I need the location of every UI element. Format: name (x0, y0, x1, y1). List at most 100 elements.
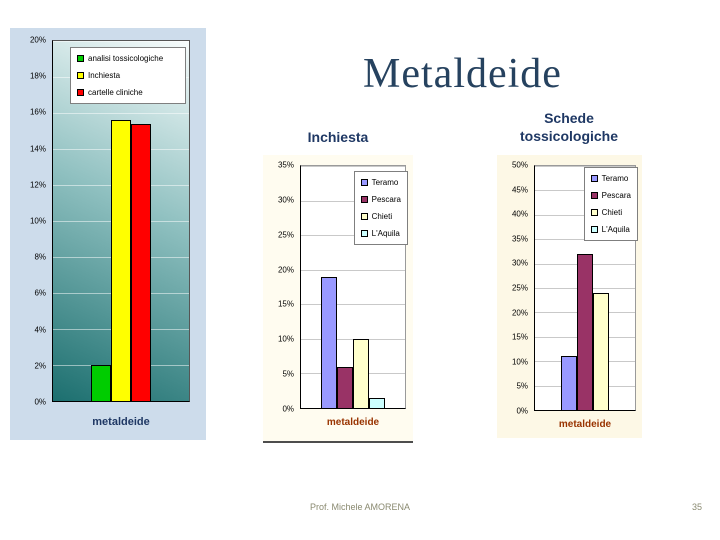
legend-entry-cartelle-cliniche: cartelle cliniche (77, 88, 179, 97)
legend-entry-inchiesta: Inchiesta (77, 71, 179, 80)
legend-swatch (590, 209, 598, 216)
chart-schede-tossicologiche: 50% 45% 40% 35% 30% 25% 20% 15% 10% 5% 0% Teramo Pe… (497, 155, 642, 438)
y-tick-label: 18% (29, 71, 46, 81)
y-tick-label: 6% (34, 288, 46, 298)
chart-title-inchiesta: Inchiesta (307, 129, 369, 145)
bar-pescara (337, 366, 353, 408)
y-tick-label: 20% (29, 35, 46, 45)
legend-swatch (360, 213, 368, 220)
y-tick-label: 15% (511, 332, 528, 342)
y-tick-label: 15% (277, 299, 294, 309)
legend-swatch (77, 72, 84, 79)
y-axis: 20% 18% 16% 14% 12% 10% 8% 6% 4% 2% 0% (10, 36, 50, 407)
legend-label: Pescara (601, 191, 631, 200)
slide-title: Metaldeide (363, 51, 562, 97)
y-tick-label: 45% (511, 185, 528, 195)
footer-author: Prof. Michele AMORENA (309, 502, 411, 512)
chart-legend: Teramo Pescara Chieti L'Aquila (353, 171, 408, 245)
y-tick-label: 25% (277, 230, 294, 240)
legend-label: analisi tossicologiche (88, 54, 164, 63)
legend-label: Teramo (371, 178, 399, 187)
y-tick-label: 5% (516, 381, 528, 391)
chart-metaldeide-overview: 20% 18% 16% 14% 12% 10% 8% 6% 4% 2% 0% analisi tos… (10, 28, 206, 440)
y-tick-label: 10% (511, 357, 528, 367)
bar-chieti (593, 292, 609, 410)
legend-entry-analisi-tossicologiche: analisi tossicologiche (77, 54, 179, 63)
bar-pescara (577, 253, 593, 410)
y-tick-label: 0% (34, 397, 46, 407)
y-axis: 50% 45% 40% 35% 30% 25% 20% 15% 10% 5% 0% (497, 161, 532, 416)
legend-label: Chieti (601, 208, 623, 217)
legend-swatch (360, 230, 368, 237)
gridline (301, 200, 405, 202)
legend-entry-chieti: Chieti (590, 208, 631, 217)
x-axis-label: metaldeide (558, 419, 612, 430)
chart-title-schede-tossicologiche: Schede tossicologiche (519, 110, 619, 144)
y-tick-label: 35% (277, 160, 294, 170)
bar-teramo (561, 356, 577, 410)
y-tick-label: 30% (511, 258, 528, 268)
y-tick-label: 40% (511, 209, 528, 219)
y-tick-label: 35% (511, 234, 528, 244)
bar-teramo (321, 276, 337, 408)
y-tick-label: 25% (511, 283, 528, 293)
y-tick-label: 50% (511, 160, 528, 170)
legend-label: Chieti (371, 212, 393, 221)
x-axis-label: metaldeide (92, 416, 150, 428)
legend-label: Inchiesta (88, 71, 121, 80)
legend-label: Teramo (601, 174, 629, 183)
gridline (535, 166, 635, 167)
legend-entry-chieti: Chieti (360, 212, 401, 221)
chart-inchiesta: 35% 30% 25% 20% 15% 10% 5% 0% Teramo Pescara Chie… (263, 155, 413, 443)
legend-entry-teramo: Teramo (590, 174, 631, 183)
bar-l-aquila (369, 397, 385, 408)
y-tick-label: 8% (34, 252, 46, 262)
y-tick-label: 12% (29, 180, 46, 190)
chart-legend: Teramo Pescara Chieti L'Aquila (583, 167, 638, 241)
legend-entry-l-aquila: L'Aquila (590, 225, 631, 234)
legend-swatch (590, 175, 598, 182)
y-axis: 35% 30% 25% 20% 15% 10% 5% 0% (263, 161, 298, 414)
x-axis-label: metaldeide (326, 417, 380, 428)
gridline (301, 235, 405, 237)
legend-entry-teramo: Teramo (360, 178, 401, 187)
y-tick-label: 4% (34, 325, 46, 335)
legend-swatch (360, 179, 368, 186)
legend-swatch (590, 192, 598, 199)
legend-label: L'Aquila (371, 229, 400, 238)
y-tick-label: 10% (29, 216, 46, 226)
gridline (301, 304, 405, 306)
gridline (53, 113, 189, 114)
y-tick-label: 30% (277, 195, 294, 205)
y-tick-label: 10% (277, 334, 294, 344)
y-tick-label: 0% (516, 406, 528, 416)
legend-label: Pescara (371, 195, 401, 204)
legend-swatch (77, 55, 84, 62)
bar-inchiesta (111, 120, 131, 401)
legend-entry-pescara: Pescara (590, 191, 631, 200)
bars (535, 166, 635, 410)
bar-cartelle-cliniche (131, 123, 151, 401)
page-number: 35 (691, 502, 702, 512)
y-tick-label: 16% (29, 107, 46, 117)
legend-label: cartelle cliniche (88, 88, 143, 97)
bars (53, 41, 189, 401)
y-tick-label: 2% (34, 361, 46, 371)
bar-chieti (353, 338, 369, 408)
gridline (301, 166, 405, 167)
bars (301, 166, 405, 408)
y-tick-label: 0% (282, 404, 294, 414)
plot-area (300, 165, 406, 409)
legend-entry-pescara: Pescara (360, 195, 401, 204)
legend-label: L'Aquila (601, 225, 630, 234)
gridline (53, 41, 189, 42)
legend-swatch (77, 89, 84, 96)
y-tick-label: 5% (282, 369, 294, 379)
legend-entry-l-aquila: L'Aquila (360, 229, 401, 238)
chart-legend: analisi tossicologiche Inchiesta cartelle … (70, 47, 186, 104)
y-tick-label: 20% (277, 265, 294, 275)
bar-analisi-tossicologiche (91, 365, 111, 401)
y-tick-label: 20% (511, 308, 528, 318)
legend-swatch (360, 196, 368, 203)
